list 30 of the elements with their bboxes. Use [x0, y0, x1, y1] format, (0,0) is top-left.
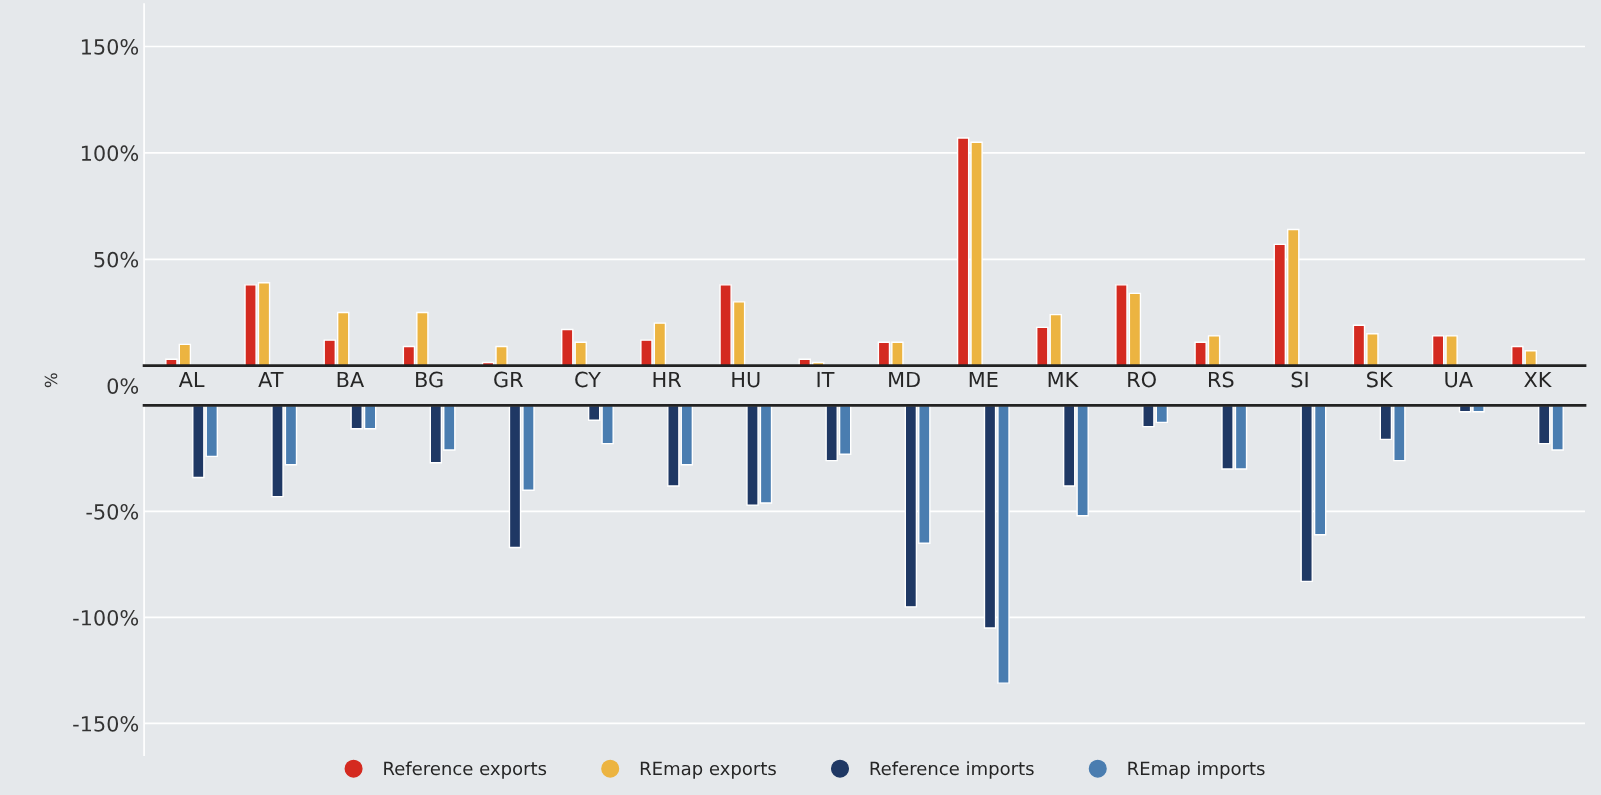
- x-tick-label: RO: [1128, 371, 1156, 388]
- x-tick-label: MD: [889, 371, 920, 388]
- x-tick-label: SI: [1291, 371, 1308, 388]
- x-tick-label: AT: [258, 371, 284, 388]
- y-tick-label: 100%: [81, 145, 139, 162]
- legend-label: REmap imports: [1128, 761, 1265, 779]
- x-tick-label: UA: [1445, 371, 1473, 388]
- legend-label: REmap exports: [640, 761, 776, 779]
- x-tick-label: XK: [1524, 371, 1552, 388]
- legend-label: Reference imports: [870, 761, 1034, 779]
- legend-label: Reference exports: [384, 761, 547, 779]
- x-tick-label: GR: [494, 371, 523, 388]
- x-tick-label: HR: [653, 371, 682, 388]
- y-tick-label: -100%: [73, 609, 139, 626]
- x-tick-label: CY: [575, 371, 601, 388]
- x-tick-label: BA: [337, 371, 365, 388]
- x-tick-label: AL: [178, 371, 205, 388]
- y-tick-label: 150%: [81, 38, 139, 55]
- y-tick-label: 50%: [94, 251, 139, 268]
- x-tick-label: MK: [1048, 371, 1079, 388]
- x-tick-label: BG: [416, 371, 443, 388]
- x-tick-label: HU: [732, 371, 760, 388]
- y-tick-label: 0%: [107, 378, 139, 394]
- y-tick-label: -150%: [73, 715, 139, 732]
- y-axis-title: %: [44, 373, 58, 388]
- x-tick-label: ME: [969, 371, 998, 388]
- x-tick-label: SK: [1367, 371, 1394, 388]
- x-tick-label: IT: [817, 371, 835, 388]
- y-tick-label: -50%: [86, 503, 139, 520]
- x-tick-label: RS: [1209, 371, 1234, 388]
